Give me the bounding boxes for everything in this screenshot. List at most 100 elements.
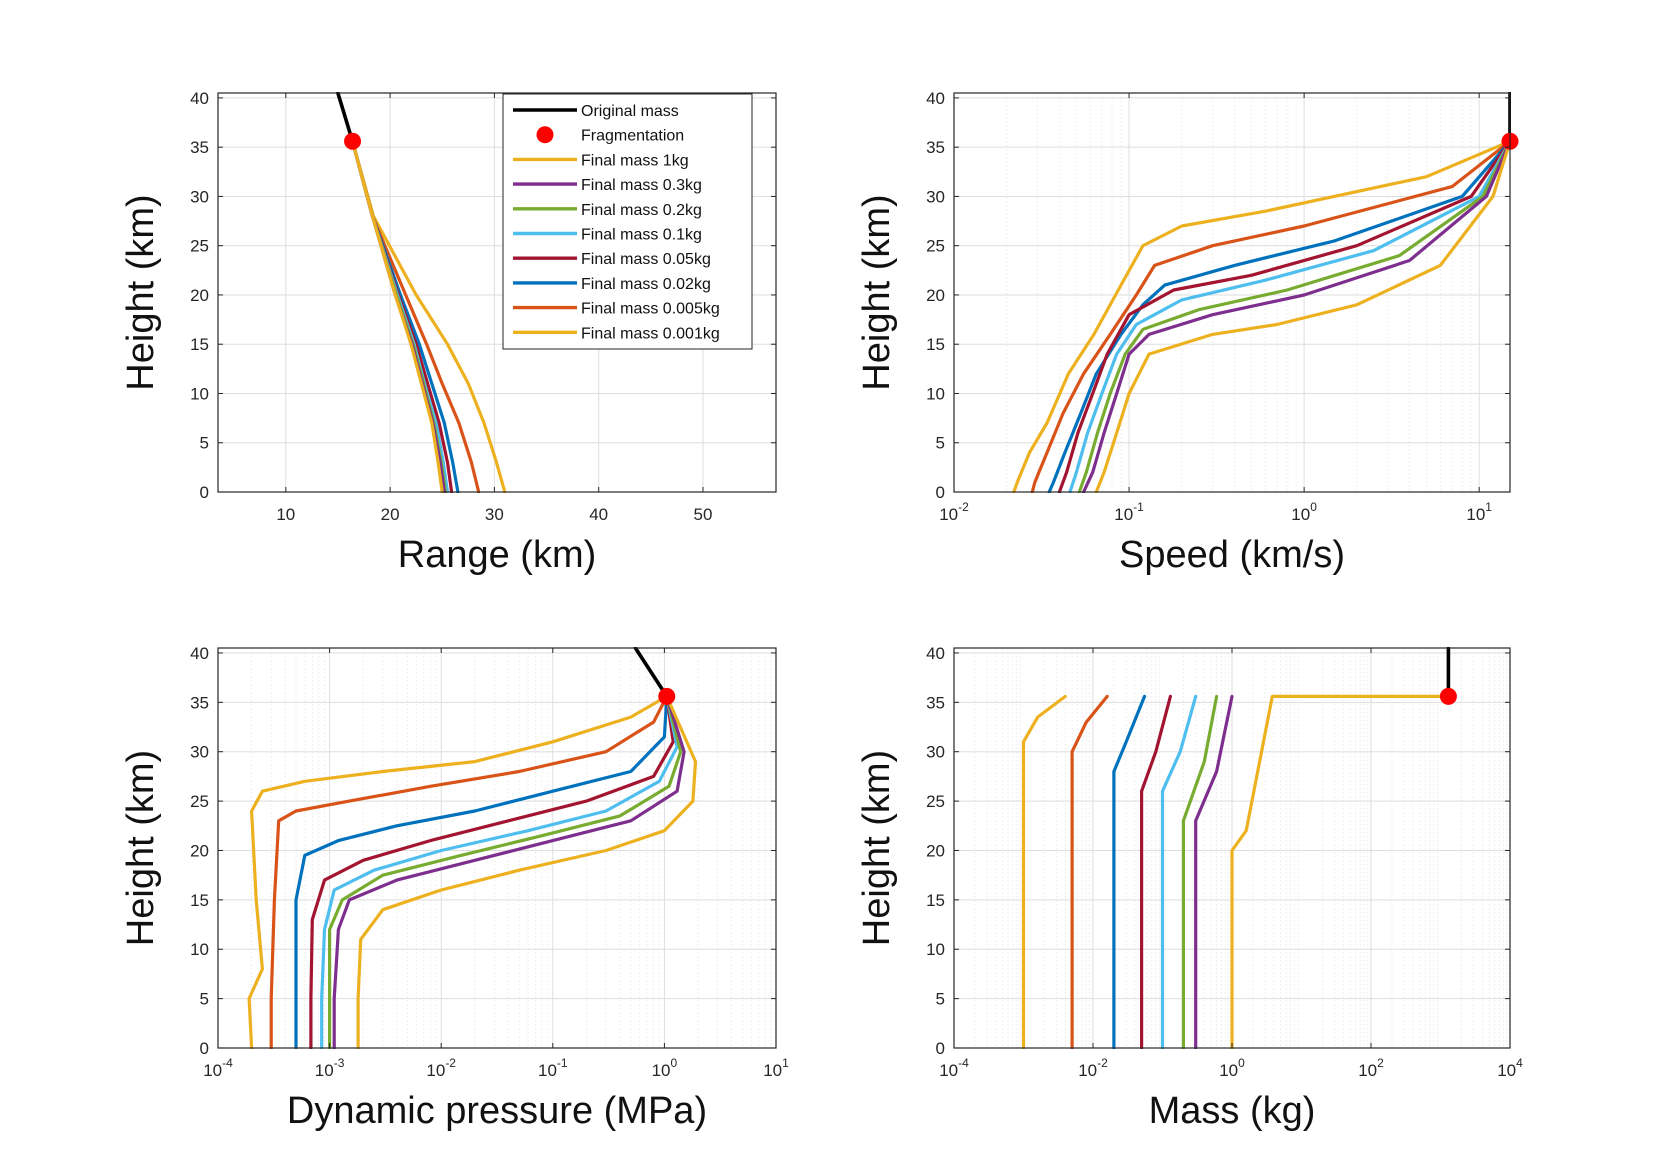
y-tick-label: 40 xyxy=(190,644,209,663)
y-tick-label: 0 xyxy=(936,1039,945,1058)
series-line-final-mass-0-001kg xyxy=(350,139,507,493)
y-axis-label: Height (km) xyxy=(120,750,162,946)
series-line-final-mass-0-001kg xyxy=(1012,139,1511,493)
x-tick-label: 10-4 xyxy=(939,1056,969,1080)
y-tick-label: 20 xyxy=(190,841,209,860)
x-tick-label: 10-2 xyxy=(1078,1056,1108,1080)
legend-label: Final mass 0.005kg xyxy=(581,301,720,318)
y-tick-label: 0 xyxy=(936,483,945,502)
y-tick-label: 15 xyxy=(926,335,945,354)
y-axis-label: Height (km) xyxy=(120,194,162,390)
series-line-final-mass-0-005kg xyxy=(1030,139,1511,493)
x-tick-label: 10-1 xyxy=(538,1056,568,1080)
axes-box xyxy=(217,92,777,493)
series-line-final-mass-0-005kg xyxy=(269,694,669,1049)
y-tick-label: 20 xyxy=(926,286,945,305)
y-tick-label: 40 xyxy=(190,89,209,108)
panel-range: 10 20 30 40 50 0 5 10 15 20 25 30 35 40 Range (km) Heig… xyxy=(120,89,777,576)
series-group xyxy=(336,92,507,493)
fragmentation-point xyxy=(658,687,676,705)
series-line-final-mass-1kg xyxy=(1230,694,1451,1049)
x-tick-label: 40 xyxy=(589,505,608,524)
plot-area xyxy=(954,93,1510,492)
panel-pressure: 10-4 10-3 10-2 10-1 100 101 0 5 10 15 20 25 30 35 40 Dy… xyxy=(120,644,789,1132)
y-axis-label: Height (km) xyxy=(856,750,898,946)
y-tick-label: 5 xyxy=(200,990,209,1009)
y-tick-label: 40 xyxy=(926,89,945,108)
legend: Original mass Fragmentation Final mass 1kg… xyxy=(502,93,753,350)
x-tick-label: 101 xyxy=(763,1056,789,1080)
series-line-final-mass-0-001kg xyxy=(1021,694,1067,1049)
y-tick-label: 30 xyxy=(190,743,209,762)
legend-label: Final mass 0.3kg xyxy=(581,177,702,194)
y-tick-label: 35 xyxy=(926,693,945,712)
series-line-final-mass-0-2kg xyxy=(328,694,683,1049)
x-axis-label: Dynamic pressure (MPa) xyxy=(287,1090,707,1132)
x-tick-label: 10-2 xyxy=(426,1056,456,1080)
x-tick-label: 101 xyxy=(1466,500,1492,524)
axes-box xyxy=(953,92,1511,493)
series-line-final-mass-0-05kg xyxy=(309,694,675,1049)
series-line-final-mass-0-02kg xyxy=(1047,139,1511,493)
y-axis-label: Height (km) xyxy=(856,194,898,390)
series-line-final-mass-0-3kg xyxy=(1081,139,1511,493)
x-axis-label: Speed (km/s) xyxy=(1119,534,1345,576)
axes-box xyxy=(217,647,777,1049)
x-tick-label: 10-1 xyxy=(1114,500,1144,524)
y-tick-label: 15 xyxy=(926,891,945,910)
series-group xyxy=(247,647,698,1049)
series-line-final-mass-0-2kg xyxy=(1077,139,1511,493)
y-tick-label: 10 xyxy=(926,940,945,959)
x-tick-label: 10-2 xyxy=(939,500,969,524)
x-tick-label: 104 xyxy=(1497,1056,1523,1080)
legend-label: Original mass xyxy=(581,103,679,120)
x-tick-label: 100 xyxy=(652,1056,678,1080)
x-tick-label: 100 xyxy=(1291,500,1317,524)
x-axis-label: Mass (kg) xyxy=(1149,1090,1316,1132)
legend-label: Final mass 0.2kg xyxy=(581,202,702,219)
series-line-final-mass-0-3kg xyxy=(332,694,686,1049)
series-line-final-mass-0-05kg xyxy=(1139,694,1173,1049)
legend-marker xyxy=(536,126,554,144)
series-line-final-mass-0-001kg xyxy=(247,694,669,1049)
legend-label: Final mass 0.1kg xyxy=(581,227,702,244)
x-tick-label: 10 xyxy=(276,505,295,524)
y-tick-label: 15 xyxy=(190,335,209,354)
series-line-final-mass-0-005kg xyxy=(1070,694,1109,1049)
y-tick-label: 30 xyxy=(926,743,945,762)
y-tick-label: 10 xyxy=(190,384,209,403)
y-tick-label: 25 xyxy=(926,792,945,811)
legend-label: Final mass 0.02kg xyxy=(581,276,711,293)
y-tick-label: 5 xyxy=(936,990,945,1009)
y-tick-label: 20 xyxy=(190,286,209,305)
y-tick-label: 0 xyxy=(200,483,209,502)
y-tick-label: 10 xyxy=(926,384,945,403)
y-tick-label: 25 xyxy=(926,237,945,256)
series-line-final-mass-1kg xyxy=(350,139,444,493)
y-tick-label: 35 xyxy=(926,138,945,157)
x-tick-label: 100 xyxy=(1219,1056,1245,1080)
fragmentation-point xyxy=(1439,687,1457,705)
original-mass-line xyxy=(633,647,669,699)
legend-label: Final mass 0.05kg xyxy=(581,251,711,268)
panel-speed: 10-2 10-1 100 101 0 5 10 15 20 25 30 35 40 Speed (km/… xyxy=(856,89,1519,576)
y-tick-label: 10 xyxy=(190,940,209,959)
fragmentation-point xyxy=(344,132,362,150)
series-line-final-mass-0-1kg xyxy=(1160,694,1198,1049)
x-tick-label: 10-4 xyxy=(203,1056,233,1080)
x-tick-label: 30 xyxy=(485,505,504,524)
x-tick-label: 50 xyxy=(694,505,713,524)
series-line-final-mass-0-3kg xyxy=(1194,694,1234,1049)
series-line-final-mass-0-05kg xyxy=(1057,139,1511,493)
series-line-final-mass-0-02kg xyxy=(294,694,669,1049)
series-line-final-mass-0-02kg xyxy=(1112,694,1147,1049)
x-tick-label: 20 xyxy=(381,505,400,524)
x-axis-label: Range (km) xyxy=(398,534,597,576)
series-line-final-mass-0-1kg xyxy=(320,694,679,1049)
y-tick-label: 35 xyxy=(190,693,209,712)
y-tick-label: 35 xyxy=(190,138,209,157)
y-tick-label: 30 xyxy=(926,187,945,206)
y-tick-label: 5 xyxy=(936,434,945,453)
x-tick-label: 102 xyxy=(1358,1056,1384,1080)
